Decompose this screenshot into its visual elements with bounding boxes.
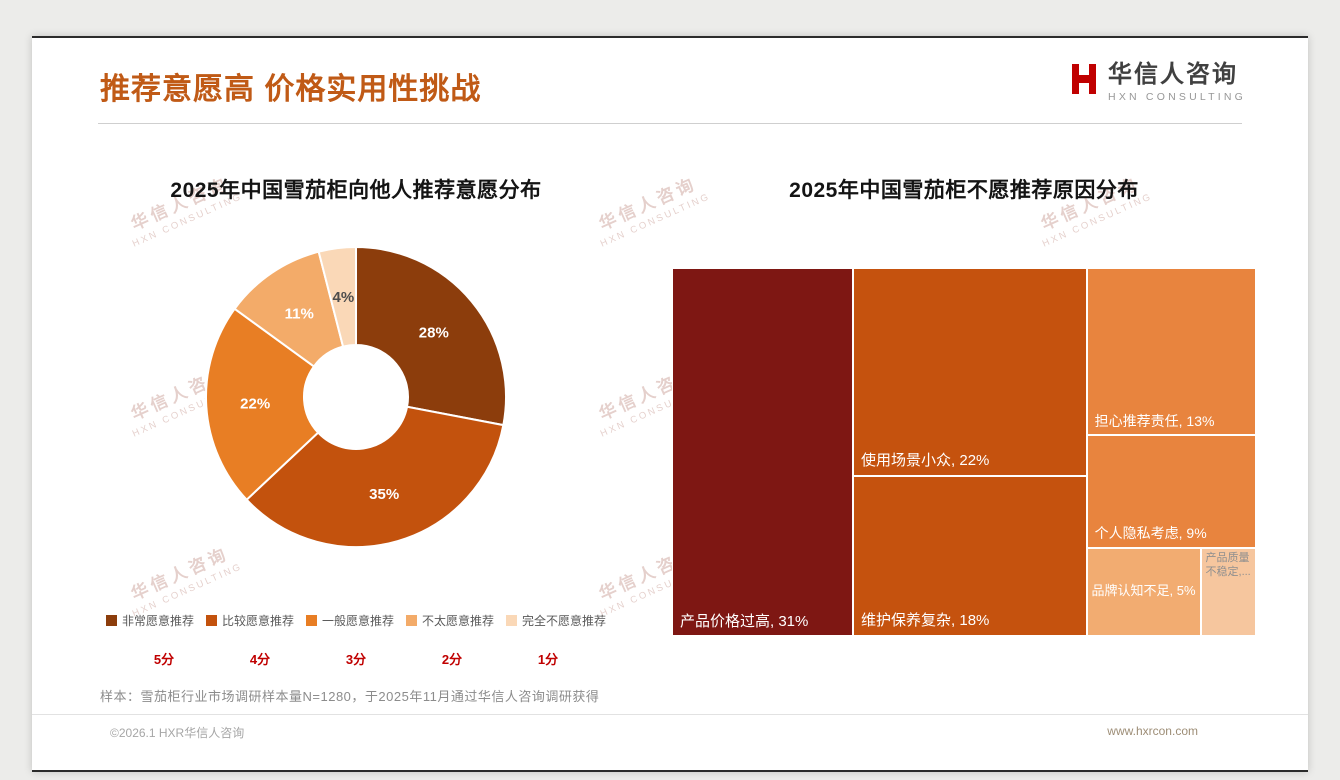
score-label: 3分 xyxy=(345,652,367,667)
treemap-chart: 产品价格过高, 31% 使用场景小众, 22% 维护保养复杂, 18% 担心推荐责任,… xyxy=(672,268,1256,636)
legend-item: 非常愿意推荐 xyxy=(105,612,194,629)
donut-slice-1 xyxy=(245,405,505,548)
logo-text: 华信人咨询 HXN CONSULTING xyxy=(1108,62,1246,103)
logo-subtitle: HXN CONSULTING xyxy=(1108,91,1246,104)
donut-value-label-3: 11% xyxy=(285,305,314,322)
legend-label: 非常愿意推荐 xyxy=(121,614,194,628)
legend-label: 不太愿意推荐 xyxy=(422,614,495,628)
donut-slice-0 xyxy=(355,245,507,427)
sample-footnote: 样本：雪茄柜行业市场调研样本量N=1280，于2025年11月通过华信人咨询调研… xyxy=(100,689,600,704)
logo-name: 华信人咨询 xyxy=(1108,61,1239,88)
legend-item: 比较愿意推荐 xyxy=(205,612,294,629)
donut-value-label-4: 4% xyxy=(332,289,354,306)
legend-swatch xyxy=(105,615,117,626)
slide-footer: ©2026.1 HXR华信人咨询 www.hxrcon.com xyxy=(32,714,1308,770)
treemap-chart-title: 2025年中国雪茄柜不愿推荐原因分布 xyxy=(789,179,1139,202)
donut-chart-section: 2025年中国雪茄柜向他人推荐意愿分布 28% 35% 22% 11% 4% 非常愿意推… xyxy=(66,158,646,668)
slide: 华信人咨询 HXN CONSULTING 华信人咨询 HXN CONSULTING 华信… xyxy=(32,36,1308,772)
donut-chart-title: 2025年中国雪茄柜向他人推荐意愿分布 xyxy=(170,179,542,202)
company-logo: 华信人咨询 HXN CONSULTING xyxy=(1069,62,1246,103)
legend-item: 完全不愿意推荐 xyxy=(506,612,606,629)
score-row: 5分 4分 3分 2分 1分 xyxy=(66,649,646,668)
treemap-node-3: 担心推荐责任, 13% xyxy=(1086,268,1256,436)
donut-slice-4 xyxy=(317,245,357,348)
treemap-node-5: 品牌认知不足, 5% xyxy=(1086,547,1201,636)
donut-legend: 非常愿意推荐 比较愿意推荐 一般愿意推荐 不太愿意推荐 完全不愿意推荐 xyxy=(66,612,646,629)
treemap-chart-section: 2025年中国雪茄柜不愿推荐原因分布 产品价格过高, 31% 使用场景小众, 22… xyxy=(672,158,1256,636)
treemap-node-label: 使用场景小众, 22% xyxy=(861,452,990,470)
donut-value-label-0: 28% xyxy=(419,325,449,342)
website-url: www.hxrcon.com xyxy=(1107,724,1198,738)
legend-item: 不太愿意推荐 xyxy=(406,612,494,629)
donut-slice-2 xyxy=(205,307,320,502)
score-label: 5分 xyxy=(153,652,175,667)
donut-value-label-1: 35% xyxy=(369,486,399,503)
legend-label: 一般愿意推荐 xyxy=(321,614,394,628)
legend-swatch xyxy=(406,615,417,626)
score-label: 1分 xyxy=(537,652,559,667)
legend-label: 比较愿意推荐 xyxy=(221,614,294,628)
title-divider xyxy=(98,123,1242,124)
legend-swatch xyxy=(506,615,518,626)
treemap-node-6: 产品质量不稳定,... xyxy=(1200,547,1256,636)
page-title: 推荐意愿高 价格实用性挑战 xyxy=(100,73,482,106)
treemap-node-1: 使用场景小众, 22% xyxy=(853,268,1087,476)
treemap-node-label: 担心推荐责任, 13% xyxy=(1094,413,1215,430)
donut-value-label-2: 22% xyxy=(240,395,270,412)
treemap-node-4: 个人隐私考虑, 9% xyxy=(1086,435,1256,548)
legend-label: 完全不愿意推荐 xyxy=(522,614,607,628)
treemap-node-label: 个人隐私考虑, 9% xyxy=(1094,525,1207,542)
donut-slice-3 xyxy=(233,250,345,368)
legend-swatch xyxy=(205,615,217,626)
copyright-text: ©2026.1 HXR华信人咨询 xyxy=(110,726,245,740)
treemap-node-label: 产品价格过高, 31% xyxy=(680,612,809,630)
treemap-node-label: 产品质量不稳定,... xyxy=(1205,551,1251,578)
legend-swatch xyxy=(305,615,317,626)
treemap-node-0: 产品价格过高, 31% xyxy=(672,268,854,636)
score-label: 2分 xyxy=(441,652,463,667)
treemap-node-2: 维护保养复杂, 18% xyxy=(853,475,1087,636)
treemap-node-label: 品牌认知不足, 5% xyxy=(1091,583,1196,599)
treemap-node-label: 维护保养复杂, 18% xyxy=(861,612,990,630)
legend-item: 一般愿意推荐 xyxy=(305,612,394,629)
donut-chart: 28% 35% 22% 11% 4% xyxy=(205,245,507,548)
score-label: 4分 xyxy=(249,652,271,667)
logo-icon xyxy=(1072,64,1097,94)
